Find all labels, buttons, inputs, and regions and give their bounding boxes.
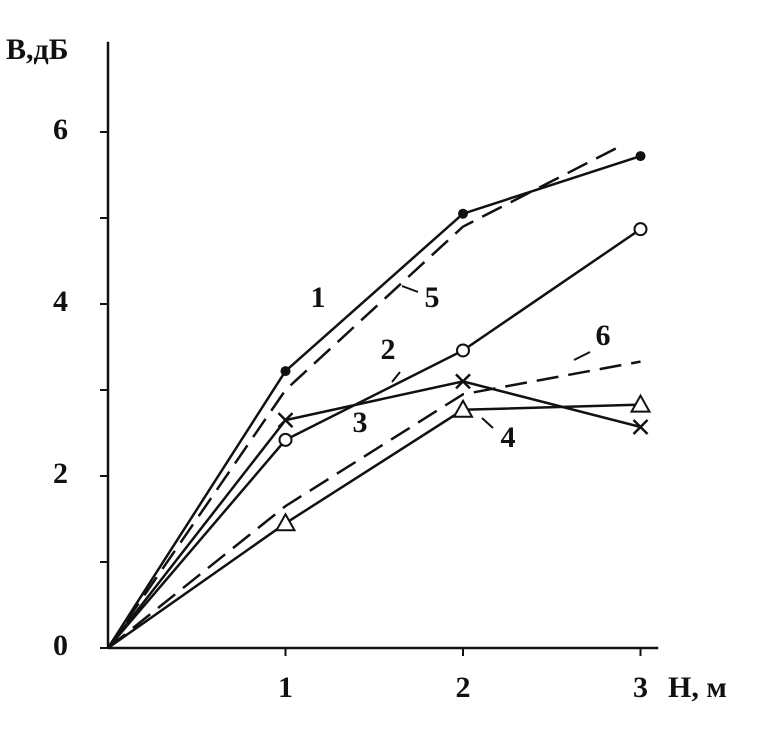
x-tick-label: 2: [456, 671, 471, 704]
series-label: 1: [311, 281, 326, 314]
marker: [635, 151, 646, 162]
series-label: 6: [596, 319, 611, 352]
series-label: 2: [381, 333, 396, 366]
leader-line: [573, 351, 591, 361]
marker: [280, 366, 291, 377]
leader-line: [401, 285, 419, 293]
series-label: 4: [501, 421, 516, 454]
x-axis-label: Н, м: [668, 671, 727, 704]
marker: [277, 412, 294, 428]
series-line: [107, 228, 642, 649]
marker: [632, 419, 649, 435]
y-tick-label: 0: [53, 629, 68, 662]
marker: [629, 393, 652, 413]
y-tick-label: 4: [53, 285, 68, 318]
series-label: 3: [353, 406, 368, 439]
series-line: [106, 143, 624, 649]
marker: [278, 432, 293, 447]
marker: [274, 512, 297, 532]
y-tick-label: 6: [53, 113, 68, 146]
series-line: [107, 380, 641, 649]
series-line: [106, 154, 641, 649]
y-tick-label: 2: [53, 457, 68, 490]
leader-line: [481, 417, 494, 429]
y-axis-label: В,дБ: [6, 33, 69, 66]
marker: [455, 373, 471, 390]
marker: [456, 343, 470, 358]
series-label: 5: [425, 281, 440, 314]
series-line: [107, 403, 641, 650]
series-line: [107, 360, 641, 649]
x-tick-label: 3: [633, 671, 648, 704]
x-tick-label: 1: [278, 671, 293, 704]
marker: [633, 222, 648, 237]
marker: [458, 208, 468, 219]
leader-line: [391, 371, 401, 383]
marker: [452, 398, 474, 418]
